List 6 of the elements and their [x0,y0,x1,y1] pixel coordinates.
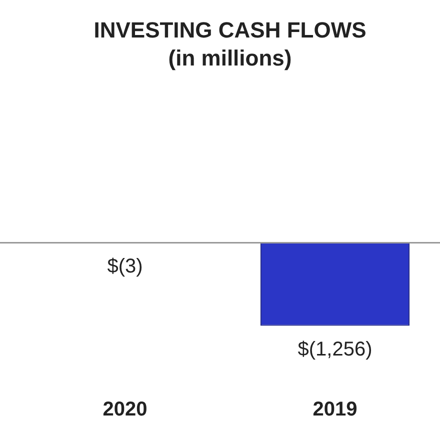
chart-subtitle: (in millions) [168,46,292,71]
chart-title: INVESTING CASH FLOWS [94,17,366,42]
x-tick-label: 2020 [102,398,148,421]
data-label: $(1,256) [298,338,372,360]
data-label: $(3) [107,256,143,278]
x-tick-label: 2019 [312,398,358,421]
